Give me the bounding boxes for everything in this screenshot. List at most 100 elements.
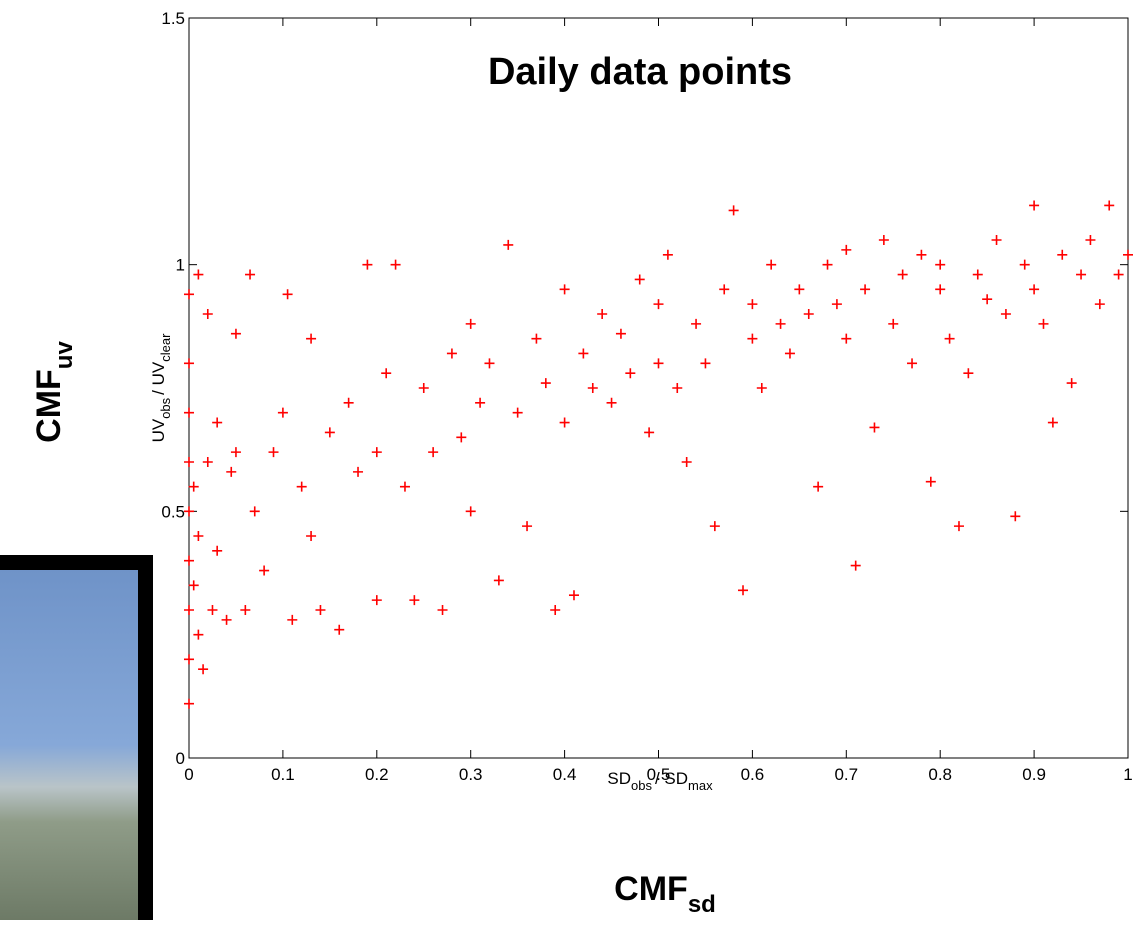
data-point [935, 259, 946, 270]
data-point [475, 397, 486, 408]
data-point [850, 560, 861, 571]
data-point [202, 457, 213, 467]
data-point [362, 259, 373, 270]
data-point [212, 417, 223, 428]
data-point [662, 249, 673, 260]
data-point [991, 235, 1002, 245]
data-point [775, 318, 786, 329]
x-tick-label: 0.7 [834, 765, 858, 784]
data-point [1066, 378, 1077, 389]
data-point [559, 284, 570, 295]
data-point [343, 397, 354, 408]
data-point [944, 333, 955, 344]
data-point [841, 333, 852, 344]
y-tick-label: 0.5 [161, 502, 185, 521]
bottom-outer-label: CMFsd [614, 870, 716, 918]
data-point [230, 447, 241, 458]
label-text: SD [607, 769, 631, 788]
y-tick-label: 1.5 [161, 9, 185, 28]
data-point [306, 333, 317, 344]
data-point [1038, 318, 1049, 329]
data-point [1029, 200, 1040, 211]
label-text: CMF [30, 369, 68, 443]
label-text: CMF [614, 870, 688, 908]
data-point [841, 244, 852, 255]
data-point [188, 481, 199, 492]
x-tick-label: 0.3 [459, 765, 483, 784]
data-point [230, 328, 241, 339]
data-point [728, 205, 739, 216]
data-point [747, 333, 758, 344]
data-point [512, 407, 523, 418]
data-point [193, 531, 204, 541]
data-point [184, 407, 194, 418]
label-subscript: uv [51, 341, 78, 370]
data-point [953, 521, 964, 532]
data-point [653, 299, 664, 310]
data-point [390, 259, 401, 270]
data-point [428, 447, 439, 458]
label-text: / SD [655, 769, 688, 788]
data-point [719, 284, 730, 295]
data-point [888, 318, 899, 329]
label-subscript: sd [688, 891, 716, 918]
data-point [193, 629, 204, 640]
data-point [1000, 309, 1011, 319]
x-tick-label: 0.1 [271, 765, 295, 784]
data-point [822, 259, 833, 270]
data-point [334, 624, 345, 635]
data-point [916, 249, 927, 260]
label-text: / UV [149, 361, 168, 395]
data-point [188, 580, 199, 591]
data-point [1019, 259, 1030, 270]
data-point [184, 358, 194, 369]
data-point [878, 235, 889, 245]
data-point [184, 506, 194, 517]
data-point [559, 417, 570, 428]
data-point [184, 654, 194, 665]
data-point [634, 274, 645, 285]
data-point [184, 698, 194, 709]
data-point [578, 348, 589, 359]
x-tick-label: 0.5 [647, 765, 671, 784]
left-outer-label: CMFuv [30, 341, 78, 443]
data-point [465, 318, 476, 329]
data-point [465, 506, 476, 517]
data-point [860, 284, 871, 295]
x-tick-label: 0.4 [553, 765, 577, 784]
data-point [381, 368, 392, 379]
y-tick-label: 1 [176, 256, 185, 275]
data-point [315, 605, 326, 615]
data-point [184, 555, 194, 566]
data-point [1085, 235, 1096, 245]
data-point [268, 447, 279, 458]
data-point [226, 466, 237, 477]
x-axis-label: SDobs / SDmax [607, 769, 713, 793]
data-point [1113, 269, 1124, 280]
data-point [1094, 299, 1105, 310]
data-point [221, 614, 232, 625]
data-point [198, 664, 209, 675]
photo [0, 555, 153, 920]
data-point [193, 269, 204, 280]
data-point [568, 590, 579, 601]
data-point [446, 348, 457, 359]
data-point [287, 614, 298, 625]
data-point [672, 383, 683, 393]
data-point [587, 383, 598, 393]
data-point [409, 595, 420, 606]
x-tick-label: 0.8 [928, 765, 952, 784]
data-point [653, 358, 664, 369]
label-subscript: clear [158, 333, 173, 362]
data-point [493, 575, 504, 586]
data-point [766, 259, 777, 270]
data-point [484, 358, 495, 369]
data-point [606, 397, 617, 408]
data-point [700, 358, 711, 369]
label-subscript: obs [158, 397, 173, 418]
y-axis-label: UVobs / UVclear [149, 333, 173, 443]
label-subscript: obs [631, 778, 652, 793]
data-point [1123, 249, 1133, 260]
